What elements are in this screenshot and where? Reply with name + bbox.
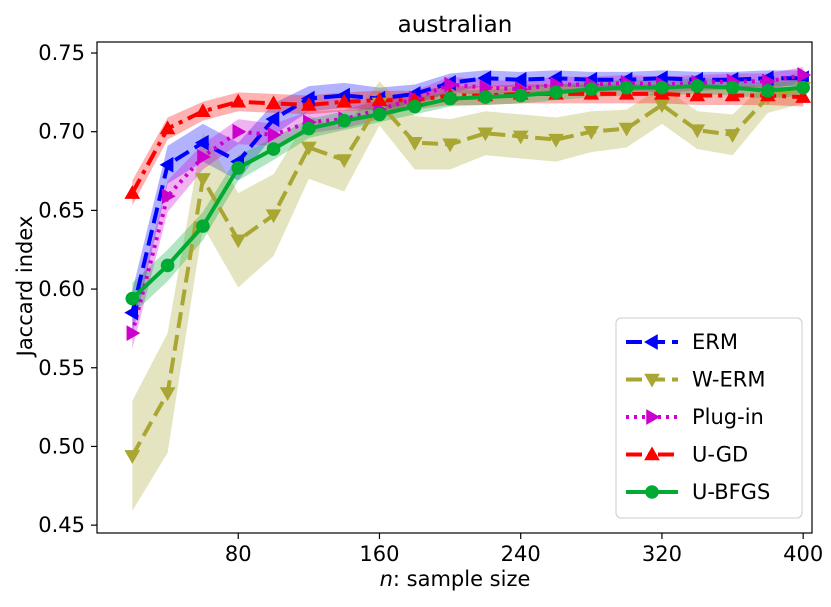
u-gd-point <box>124 185 141 199</box>
w-erm-band <box>132 71 804 511</box>
y-tick-label: 0.60 <box>38 277 85 301</box>
u-bfgs-point <box>725 80 740 95</box>
y-tick-label: 0.55 <box>38 356 85 380</box>
u-gd-point <box>724 87 741 102</box>
w-erm-point <box>618 122 635 137</box>
u-bfgs-point <box>478 90 493 104</box>
x-axis-label: n: sample size <box>380 567 531 591</box>
u-bfgs-point <box>302 121 316 136</box>
u-bfgs-point <box>761 83 775 98</box>
x-axis-label-variable: n <box>380 567 393 591</box>
u-gd-point <box>265 95 282 110</box>
plug-in-point <box>232 123 247 140</box>
u-bfgs-point <box>655 80 669 95</box>
y-tick-label: 0.45 <box>38 513 85 537</box>
erm-legend-marker <box>643 334 658 350</box>
x-tick-label: 320 <box>642 542 682 566</box>
chart-title: australian <box>398 12 513 38</box>
x-tick-label: 160 <box>359 542 399 566</box>
plug-in-point <box>797 67 812 83</box>
y-tick-label: 0.50 <box>38 434 85 458</box>
plot-frame <box>96 41 813 534</box>
w-erm-legend-marker <box>644 373 660 388</box>
u-bfgs-legend-label: U-BFGS <box>692 480 770 504</box>
plug-in-point <box>197 149 211 165</box>
u-bfgs-legend-marker <box>645 485 659 499</box>
u-gd-point <box>195 103 211 117</box>
x-tick-label: 80 <box>225 542 252 566</box>
u-bfgs-point <box>443 91 457 106</box>
erm-point <box>124 304 139 321</box>
w-erm-point <box>477 127 494 142</box>
w-erm-point <box>442 138 458 153</box>
w-erm-point <box>548 133 564 148</box>
u-gd-point <box>795 89 812 103</box>
u-bfgs-band <box>132 78 804 315</box>
u-bfgs-point <box>690 79 705 93</box>
w-erm-legend-label: W-ERM <box>692 368 765 392</box>
erm-point <box>477 70 492 87</box>
u-bfgs-point <box>337 113 351 128</box>
u-gd-point <box>689 87 706 102</box>
plug-in-point <box>444 76 459 93</box>
w-erm-point <box>724 129 741 143</box>
w-erm-point <box>159 387 176 401</box>
w-erm-point <box>654 99 670 113</box>
plug-in-point <box>267 126 282 143</box>
erm-point <box>159 156 174 173</box>
y-tick-label: 0.65 <box>38 198 85 222</box>
u-bfgs-point <box>196 219 210 233</box>
plug-in-legend-marker <box>646 409 661 425</box>
u-bfgs-point <box>231 161 246 175</box>
erm-point <box>265 111 280 127</box>
x-tick-label: 240 <box>501 542 541 566</box>
w-erm-point <box>124 450 141 464</box>
y-tick-label: 0.70 <box>38 120 85 144</box>
legend: ERM W-ERM Plug-in U-GD U-BFGS <box>615 317 803 519</box>
w-erm-point <box>336 154 353 169</box>
erm-point <box>194 134 209 151</box>
w-erm-point <box>300 141 317 156</box>
u-bfgs-point <box>372 107 387 122</box>
w-erm-point <box>195 173 211 187</box>
plug-in-point <box>126 325 141 341</box>
u-bfgs-point <box>584 82 599 97</box>
u-gd-point <box>300 96 317 111</box>
u-bfgs-point <box>513 88 528 103</box>
u-gd-legend-marker <box>644 446 660 461</box>
x-axis-label-text: : sample size <box>393 567 531 591</box>
u-bfgs-point <box>407 99 422 114</box>
w-erm-point <box>583 125 600 140</box>
u-gd-point <box>230 93 247 108</box>
y-axis-label: Jaccard index <box>13 216 37 359</box>
series-markers <box>124 67 812 464</box>
w-erm-point <box>512 130 529 145</box>
w-erm-point <box>689 124 706 139</box>
w-erm-point <box>265 209 282 224</box>
erm-point <box>512 71 527 88</box>
legend-box <box>615 317 803 519</box>
u-gd-point <box>371 92 388 106</box>
u-gd-point <box>336 93 353 108</box>
u-bfgs-point <box>125 291 140 306</box>
u-bfgs-point <box>160 258 175 273</box>
u-bfgs-point <box>549 85 563 100</box>
x-axis-ticks: 80 160 240 320 400 <box>225 533 823 566</box>
x-tick-label: 400 <box>783 542 823 566</box>
u-gd-legend-label: U-GD <box>692 443 748 467</box>
u-gd-point <box>159 120 176 135</box>
u-bfgs-point <box>266 142 281 156</box>
y-tick-label: 0.75 <box>38 41 85 65</box>
w-erm-point <box>406 136 423 151</box>
plug-in-legend-label: Plug-in <box>692 405 764 429</box>
u-bfgs-point <box>796 80 810 95</box>
erm-legend-label: ERM <box>692 330 738 354</box>
u-bfgs-point <box>619 80 634 95</box>
plug-in-point <box>161 188 176 205</box>
y-axis-ticks: 0.45 0.50 0.55 0.60 0.65 0.70 0.75 <box>38 41 97 537</box>
w-erm-point <box>230 234 247 249</box>
